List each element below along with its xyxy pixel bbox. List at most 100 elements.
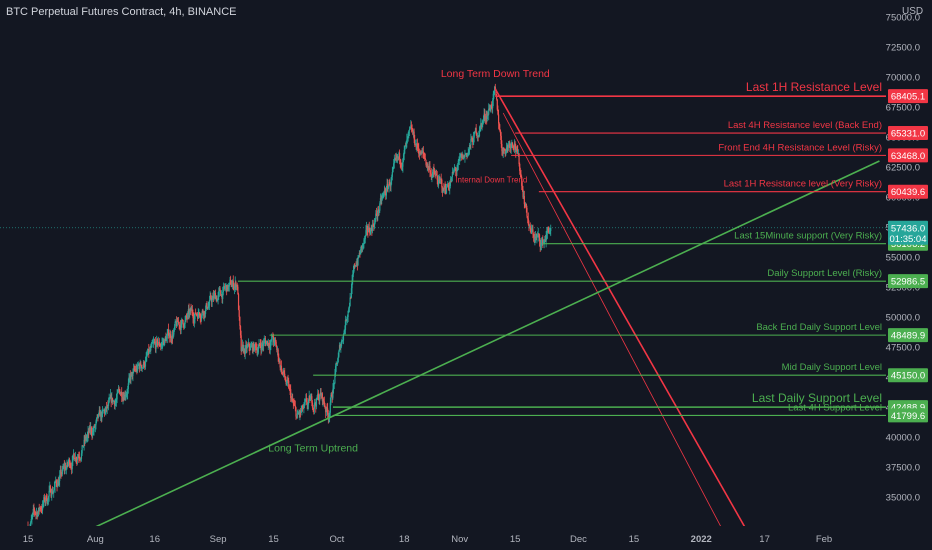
candle-body: [400, 162, 402, 167]
candle-body: [519, 163, 521, 171]
candle-body: [538, 234, 541, 241]
x-axis: 15 Aug 16 Sep 15 Oct 18 Nov 15 Dec 15 2022 17 Feb: [23, 534, 832, 545]
currency-label[interactable]: USD: [902, 6, 924, 17]
candle-body: [515, 146, 517, 152]
candle-body: [493, 91, 495, 94]
candle-body: [461, 154, 463, 159]
candle-body: [364, 235, 366, 240]
level-label: Last 1H Resistance Level: [746, 80, 882, 94]
candle-body: [526, 207, 528, 217]
candle-body: [455, 170, 457, 172]
candle-body: [255, 343, 257, 349]
candle-body: [311, 402, 314, 408]
candle-body: [349, 297, 351, 307]
candle-body: [318, 399, 320, 401]
candle-body: [32, 513, 34, 517]
level-label: Last 4H Support Level: [788, 402, 882, 413]
candle-body: [162, 340, 164, 343]
candle-body: [145, 356, 147, 362]
candle-body: [316, 397, 318, 399]
candle-body: [277, 349, 279, 357]
candle-body: [423, 152, 425, 156]
x-tick-label: 16: [149, 534, 160, 545]
chart-annotation: Long Term Uptrend: [268, 442, 358, 454]
candle-body: [175, 321, 178, 326]
candle-body: [290, 397, 292, 400]
candle-body: [453, 170, 455, 173]
y-tick-label: 37500.0: [886, 463, 920, 474]
candle-body: [478, 130, 481, 137]
candle-body: [542, 238, 544, 244]
candle-body: [243, 348, 246, 355]
candle-body: [270, 340, 272, 346]
candle-body: [122, 397, 124, 400]
candle-body: [115, 402, 117, 404]
candle-body: [268, 343, 270, 346]
trend-line: [494, 88, 746, 526]
candle-body: [534, 236, 537, 239]
candle-body: [503, 147, 505, 150]
candle-body: [211, 299, 213, 303]
candle-body: [76, 458, 79, 460]
candle-body: [140, 363, 142, 366]
candle-body: [430, 172, 432, 174]
candle-body: [230, 279, 232, 285]
candle-body: [156, 339, 158, 344]
candle-body: [415, 144, 417, 148]
candle-body: [62, 468, 64, 470]
candle-body: [395, 158, 397, 160]
candle-body: [482, 118, 485, 122]
candle-body: [74, 457, 77, 462]
candle-body: [162, 342, 164, 344]
candle-body: [132, 372, 134, 377]
candle-body: [414, 139, 416, 146]
level-price-badge: [888, 126, 928, 141]
candle-body: [396, 155, 398, 158]
candle-body: [53, 490, 55, 493]
candle-body: [506, 145, 508, 148]
candle-body: [107, 405, 109, 407]
candle-body: [284, 373, 286, 378]
x-tick-label: 18: [399, 534, 410, 545]
candle-body: [496, 96, 498, 100]
candle-body: [32, 508, 34, 514]
candle-body: [309, 395, 311, 401]
candle-body: [221, 294, 223, 299]
candle-body: [281, 371, 283, 373]
candle-body: [286, 380, 288, 381]
candle-body: [156, 339, 158, 345]
candle-body: [323, 401, 325, 406]
candle-body: [375, 213, 377, 220]
candle-body: [387, 187, 389, 189]
candle-body: [505, 147, 508, 152]
candle-body: [258, 343, 260, 349]
candle-body: [485, 115, 487, 120]
candle-body: [141, 367, 143, 369]
candle-body: [429, 166, 431, 173]
candle-body: [215, 298, 217, 300]
candle-body: [56, 483, 58, 488]
candle-body: [294, 404, 296, 406]
candle-body: [220, 290, 222, 296]
candle-body: [166, 334, 168, 339]
candle-body: [177, 320, 179, 322]
candle-body: [181, 319, 184, 321]
candle-body: [524, 204, 526, 207]
candle-body: [437, 180, 440, 186]
candle-body: [369, 230, 371, 235]
candle-body: [404, 145, 407, 147]
candle-body: [375, 213, 378, 215]
candle-body: [317, 393, 319, 398]
candle-body: [232, 280, 234, 287]
candle-body: [226, 285, 228, 292]
candle-body: [284, 377, 287, 382]
candle-body: [448, 187, 450, 190]
candle-body: [329, 412, 331, 418]
candle-body: [439, 179, 442, 180]
candle-body: [138, 364, 140, 366]
candle-body: [31, 516, 33, 519]
candle-body: [241, 346, 243, 351]
candle-body: [264, 340, 266, 342]
candle-body: [210, 297, 213, 303]
